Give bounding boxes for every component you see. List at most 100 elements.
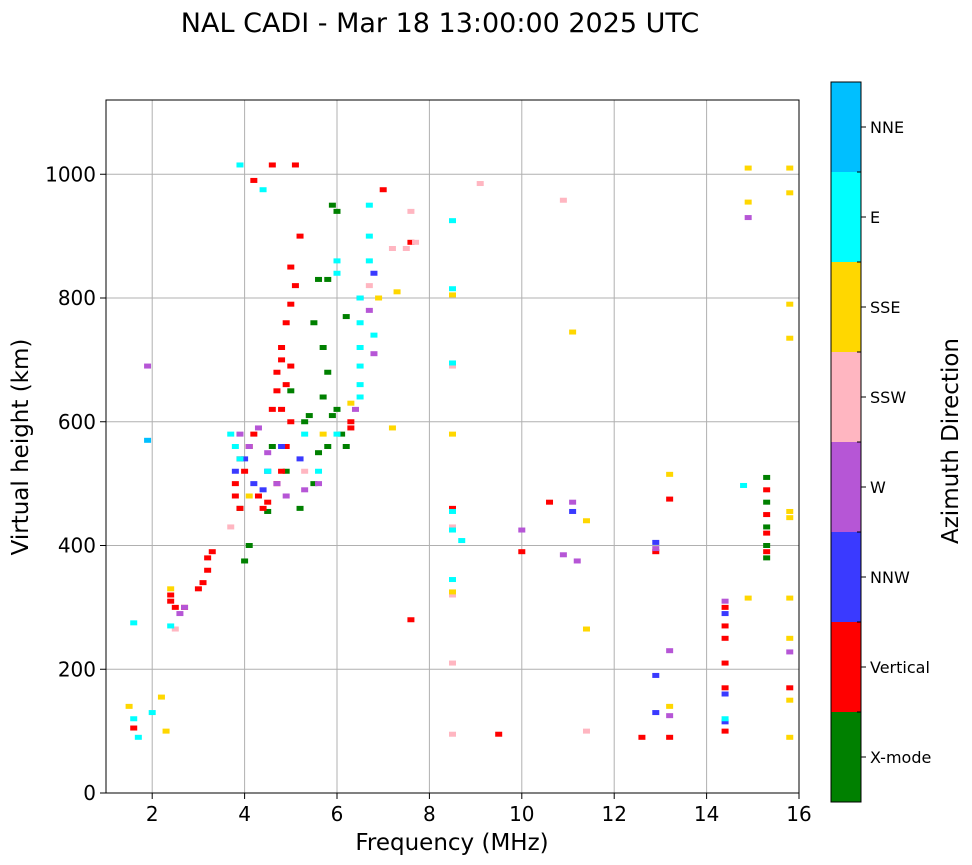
data-point-w — [365, 307, 373, 313]
data-point-w — [652, 546, 660, 552]
data-point-sse — [744, 595, 752, 601]
data-point-sse — [744, 199, 752, 205]
data-point-e — [449, 508, 456, 514]
data-point-vertical — [259, 505, 267, 511]
data-point-x-mode — [328, 202, 336, 208]
data-point-ssw — [388, 246, 396, 251]
data-point-sse — [666, 703, 674, 709]
data-point-vertical — [721, 623, 729, 629]
data-point-vertical — [231, 493, 239, 499]
data-point-w — [518, 527, 526, 533]
data-point-x-mode — [324, 276, 332, 282]
data-point-w — [666, 713, 674, 719]
data-point-sse — [786, 508, 794, 514]
data-point-vertical — [241, 468, 249, 474]
data-point-e — [449, 577, 456, 583]
x-tick-label: 8 — [423, 802, 436, 826]
data-point-w — [721, 598, 729, 604]
data-point-e — [356, 345, 364, 350]
data-point-w — [273, 481, 281, 487]
plot-frame — [105, 99, 800, 794]
data-point-vertical — [278, 468, 286, 474]
data-point-x-mode — [763, 555, 771, 561]
data-point-vertical — [407, 239, 415, 245]
data-point-vertical — [347, 419, 355, 425]
data-point-sse — [375, 295, 383, 301]
data-point-e — [356, 394, 364, 400]
data-point-vertical — [268, 162, 276, 168]
data-point-sse — [125, 703, 133, 709]
data-point-vertical — [282, 320, 290, 326]
data-point-vertical — [721, 685, 729, 691]
data-point-vertical — [721, 604, 729, 610]
data-point-sse — [786, 515, 794, 521]
data-point-nnw — [370, 270, 378, 276]
data-point-e — [333, 270, 341, 276]
data-point-x-mode — [310, 320, 318, 326]
data-point-sse — [162, 728, 170, 734]
data-point-sse — [449, 431, 456, 437]
data-point-x-mode — [763, 543, 771, 548]
data-point-e — [365, 233, 373, 239]
data-point-x-mode — [342, 444, 350, 449]
y-tick-label: 0 — [83, 781, 96, 805]
data-point-sse — [786, 635, 794, 641]
colorbar-label: SSE — [870, 298, 900, 317]
data-point-vertical — [638, 734, 646, 740]
data-point-vertical — [287, 301, 295, 307]
data-point-sse — [582, 626, 590, 632]
colorbar-label: W — [870, 478, 886, 497]
colorbar-segment — [831, 532, 861, 622]
data-point-vertical — [167, 592, 175, 598]
data-point-vertical — [282, 444, 290, 449]
data-point-sse — [666, 471, 674, 477]
data-point-nnw — [241, 456, 249, 462]
data-point-w — [301, 487, 309, 493]
data-point-e — [148, 710, 156, 716]
grid — [106, 100, 800, 794]
data-point-w — [666, 648, 674, 654]
data-point-vertical — [347, 425, 355, 431]
data-point-vertical — [763, 512, 771, 518]
data-point-e — [315, 468, 323, 474]
data-point-w — [245, 444, 253, 449]
data-point-e — [365, 202, 373, 208]
y-tick-label: 1000 — [45, 162, 96, 186]
data-point-e — [130, 716, 138, 722]
x-tick-label: 6 — [331, 802, 344, 826]
colorbar-segment — [831, 352, 861, 442]
data-point-ssw — [449, 731, 456, 737]
data-point-x-mode — [324, 369, 332, 375]
data-point-e — [264, 468, 272, 474]
data-point-sse — [167, 586, 175, 592]
data-point-vertical — [763, 487, 771, 493]
x-tick-label: 2 — [146, 802, 159, 826]
data-point-e — [356, 382, 364, 388]
data-point-vertical — [250, 177, 258, 183]
data-point-vertical — [167, 598, 175, 604]
data-point-x-mode — [315, 450, 323, 456]
data-point-vertical — [282, 382, 290, 388]
data-point-sse — [786, 301, 794, 307]
data-point-vertical — [291, 283, 299, 289]
data-point-vertical — [666, 496, 674, 502]
colorbar-label: NNE — [870, 118, 904, 137]
data-point-sse — [157, 694, 165, 700]
data-point-vertical — [231, 481, 239, 487]
data-point-nnw — [278, 444, 286, 449]
data-point-vertical — [250, 431, 258, 437]
data-point-e — [231, 444, 239, 449]
data-point-x-mode — [301, 419, 309, 425]
data-point-vertical — [208, 549, 216, 555]
data-point-vertical — [171, 604, 179, 610]
data-point-x-mode — [763, 499, 771, 505]
data-point-vertical — [652, 549, 660, 555]
colorbar-label: SSW — [870, 388, 906, 407]
data-point-ssw — [449, 592, 456, 598]
x-axis-label: Frequency (MHz) — [355, 830, 548, 856]
data-point-x-mode — [319, 394, 327, 400]
y-tick-label: 400 — [58, 534, 96, 558]
data-point-vertical — [264, 499, 272, 505]
data-point-sse — [569, 329, 577, 335]
data-point-x-mode — [342, 314, 350, 320]
